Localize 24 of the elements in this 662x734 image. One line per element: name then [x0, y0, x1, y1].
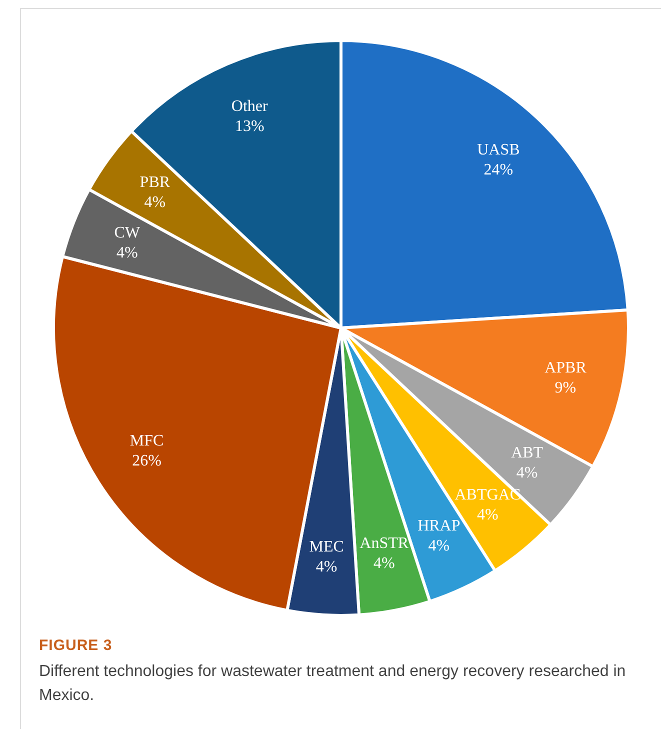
data-label: 9%: [554, 379, 576, 396]
slice-label: APBR: [544, 359, 587, 376]
slice-label: UASB: [477, 142, 520, 159]
caption: FIGURE 3: [39, 637, 114, 654]
data-label: 4%: [144, 194, 166, 212]
data-label: 26%: [132, 452, 162, 470]
data-label: 4%: [116, 244, 138, 262]
data-label: 4%: [476, 506, 498, 524]
data-label: 4%: [316, 558, 338, 576]
slice-label: CW: [114, 224, 141, 242]
data-label: 24%: [484, 162, 514, 179]
data-label: 4%: [516, 464, 538, 482]
slice-label: HRAP: [418, 517, 460, 534]
slice-label: MEC: [309, 538, 344, 556]
slice-label: ABTGAC: [454, 486, 520, 504]
data-label: 4%: [428, 537, 450, 554]
text: Different technologies for wastewater treatment and energy recovery researched in Mexico.: [39, 662, 627, 706]
data-label: 4%: [373, 555, 395, 572]
slice-label: MFC: [130, 432, 164, 450]
slice-label: AnSTR: [360, 535, 409, 552]
data-label: 13%: [234, 118, 264, 136]
slice-label: Other: [231, 98, 269, 116]
slice-label: ABT: [511, 444, 544, 462]
slice-label: PBR: [140, 174, 170, 192]
